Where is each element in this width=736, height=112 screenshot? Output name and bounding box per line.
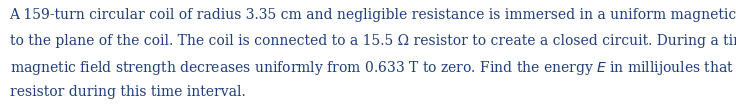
Text: resistor during this time interval.: resistor during this time interval.	[10, 85, 245, 99]
Text: A 159-turn circular coil of radius 3.35 cm and negligible resistance is immersed: A 159-turn circular coil of radius 3.35 …	[10, 8, 736, 22]
Text: magnetic field strength decreases uniformly from 0.633 T to zero. Find the energ: magnetic field strength decreases unifor…	[10, 59, 736, 77]
Text: to the plane of the coil. The coil is connected to a 15.5 Ω resistor to create a: to the plane of the coil. The coil is co…	[10, 34, 736, 48]
